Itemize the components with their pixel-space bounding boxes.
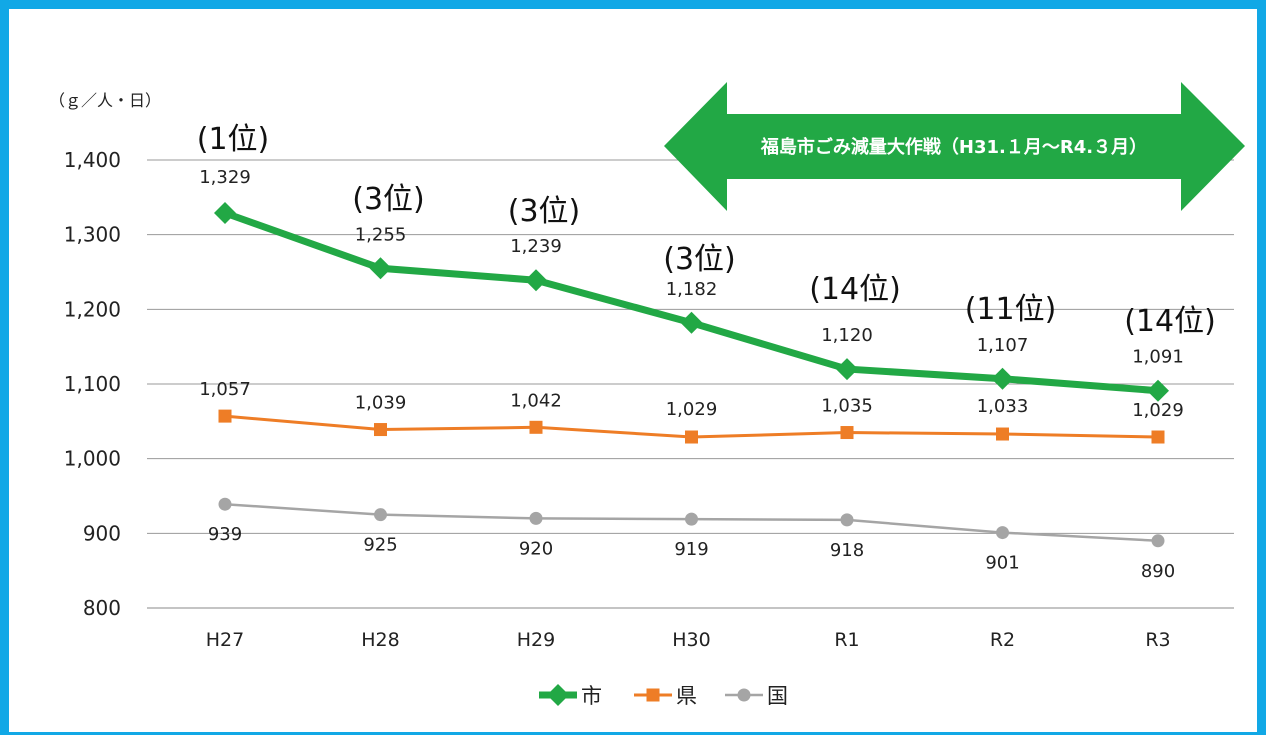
- double-arrow-shape: [664, 82, 1245, 211]
- data-labels: 1,329 1,255 1,239 1,182 1,120 1,107 1,091 1,057…: [197, 122, 1216, 582]
- data-point: [836, 358, 858, 381]
- data-label: 1,042: [510, 390, 562, 411]
- data-label: 1,029: [1132, 400, 1184, 421]
- rank-label: (14位): [809, 272, 901, 307]
- data-label: 918: [830, 540, 864, 561]
- rank-label: (3位): [508, 194, 581, 229]
- legend-marker: [737, 688, 751, 702]
- data-label: 890: [1141, 561, 1175, 582]
- rank-label: (11位): [965, 292, 1057, 327]
- legend-label: 国: [767, 684, 788, 708]
- y-tick-label: 1,200: [64, 297, 121, 321]
- data-point: [525, 269, 547, 292]
- legend-label: 県: [676, 684, 697, 708]
- y-tick-label: 800: [83, 596, 121, 620]
- data-label: 1,091: [1132, 347, 1184, 368]
- data-label: 920: [519, 538, 553, 559]
- data-point: [218, 497, 232, 511]
- legend-item: 県: [634, 684, 697, 708]
- rank-label: (14位): [1124, 304, 1216, 339]
- data-point: [1151, 430, 1165, 444]
- x-tick-label: R2: [990, 629, 1015, 651]
- data-label: 1,120: [821, 325, 873, 346]
- data-point: [1151, 534, 1165, 548]
- y-tick-label: 1,000: [64, 447, 121, 471]
- legend-item: 市: [539, 684, 602, 708]
- series-diamond: [214, 202, 1169, 402]
- legend-label: 市: [581, 684, 602, 708]
- y-tick-label: 900: [83, 521, 121, 545]
- data-point: [996, 526, 1009, 540]
- data-point: [840, 513, 854, 527]
- series-lines: [214, 202, 1169, 548]
- data-label: 1,239: [510, 236, 562, 257]
- legend-item: 国: [725, 684, 788, 708]
- data-label: 1,035: [821, 396, 873, 417]
- data-point: [685, 430, 698, 444]
- data-point: [685, 512, 698, 526]
- legend: 市県国: [539, 684, 788, 708]
- y-tick-label: 1,400: [64, 148, 121, 172]
- data-label: 901: [985, 553, 1019, 574]
- data-label: 939: [208, 524, 242, 545]
- y-tick-label: 1,300: [64, 223, 121, 247]
- x-tick-label: R1: [834, 629, 859, 651]
- x-tick-label: H30: [672, 629, 710, 651]
- rank-label: (1位): [197, 122, 270, 157]
- x-tick-label: R3: [1145, 629, 1170, 651]
- legend-marker: [547, 684, 569, 706]
- y-axis-unit-label: （ｇ／人・日）: [49, 91, 161, 110]
- data-point: [840, 426, 854, 440]
- data-point: [991, 367, 1014, 390]
- data-point: [218, 409, 232, 423]
- x-tick-label: H27: [206, 629, 244, 651]
- rank-label: (3位): [352, 182, 425, 217]
- data-label: 1,107: [977, 335, 1029, 356]
- data-point: [369, 257, 392, 280]
- data-point: [1147, 379, 1169, 402]
- data-point: [680, 311, 703, 334]
- data-point: [996, 427, 1009, 441]
- campaign-arrow-banner: 福島市ごみ減量大作戦（H31.１月～R4.３月）: [664, 82, 1245, 211]
- data-label: 1,057: [199, 379, 251, 400]
- data-label: 1,033: [977, 396, 1029, 417]
- data-point: [374, 423, 387, 437]
- data-point: [529, 511, 543, 525]
- data-label: 919: [674, 539, 708, 560]
- data-label: 1,255: [355, 224, 407, 245]
- data-label: 925: [363, 535, 397, 556]
- x-axis-tick-labels: H27 H28 H29 H30 R1 R2 R3: [206, 629, 1171, 651]
- data-label: 1,029: [666, 399, 718, 420]
- legend-marker: [646, 688, 660, 702]
- x-tick-label: H29: [517, 629, 555, 651]
- data-label: 1,329: [199, 167, 251, 188]
- data-point: [214, 202, 236, 225]
- series-circle: [218, 497, 1165, 548]
- data-point: [529, 420, 543, 434]
- y-tick-label: 1,100: [64, 372, 121, 396]
- data-label: 1,182: [666, 279, 718, 300]
- rank-label: (3位): [663, 242, 736, 277]
- y-axis-tick-labels: 800 900 1,000 1,100 1,200 1,300 1,400: [64, 148, 121, 620]
- data-label: 1,039: [355, 393, 407, 414]
- grid-lines: [147, 159, 1234, 609]
- data-point: [374, 508, 387, 522]
- campaign-banner-text: 福島市ごみ減量大作戦（H31.１月～R4.３月）: [760, 136, 1147, 158]
- series-square: [218, 409, 1165, 444]
- x-tick-label: H28: [361, 629, 399, 651]
